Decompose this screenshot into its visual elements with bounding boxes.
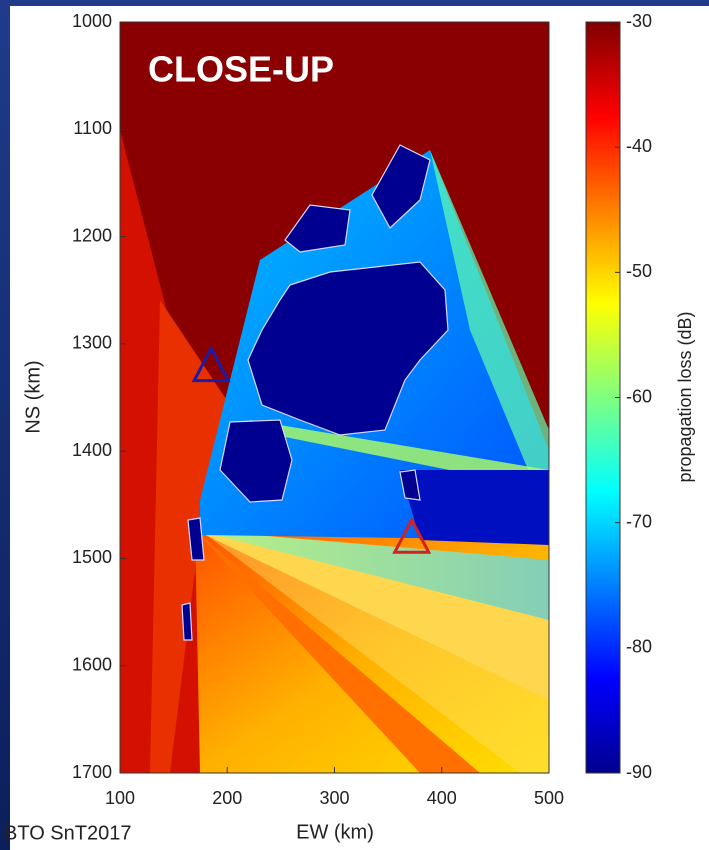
x-tick-label: 400 (427, 788, 457, 808)
heatmap-region (430, 150, 549, 520)
y-tick-label: 1400 (72, 440, 112, 460)
colorbar-label: propagation loss (dB) (675, 311, 695, 482)
y-tick-label: 1100 (73, 118, 112, 138)
heatmap (120, 22, 549, 773)
colorbar-tick-label: -80 (626, 637, 652, 657)
land-mask (181, 144, 449, 641)
colorbar (585, 21, 621, 774)
x-tick-label: 300 (319, 788, 349, 808)
x-axis-label: EW (km) (296, 821, 374, 843)
y-axis-label: NS (km) (22, 360, 44, 433)
y-tick-label: 1300 (72, 333, 112, 353)
colorbar-tick-label: -70 (626, 511, 652, 531)
y-tick-label: 1600 (72, 654, 112, 674)
colorbar-tick-label: -60 (626, 386, 652, 406)
y-tick-label: 1500 (72, 547, 112, 567)
heatmap-rays (195, 530, 480, 773)
colorbar-tick-label: -30 (626, 11, 652, 31)
marker-triangle (392, 516, 432, 554)
y-tick-label: 1200 (72, 225, 112, 245)
y-tick-label: 1700 (72, 762, 112, 782)
heatmap-region (400, 470, 549, 545)
y-tick-label: 1000 (72, 11, 112, 31)
x-tick-label: 500 (534, 788, 564, 808)
x-tick-label: 200 (212, 788, 242, 808)
colorbar-tick-label: -90 (626, 762, 652, 782)
colorbar-tick-label: -50 (626, 261, 652, 281)
footer: BTO SnT2017 (4, 822, 131, 844)
heatmap-rays (200, 530, 549, 773)
colorbar-tick-label: -40 (626, 136, 652, 156)
marker-triangle (191, 345, 231, 383)
heatmap-rays (195, 530, 549, 620)
chart-title: CLOSE-UP (148, 49, 334, 90)
x-tick-label: 100 (105, 788, 135, 808)
heatmap-rays (195, 530, 549, 700)
